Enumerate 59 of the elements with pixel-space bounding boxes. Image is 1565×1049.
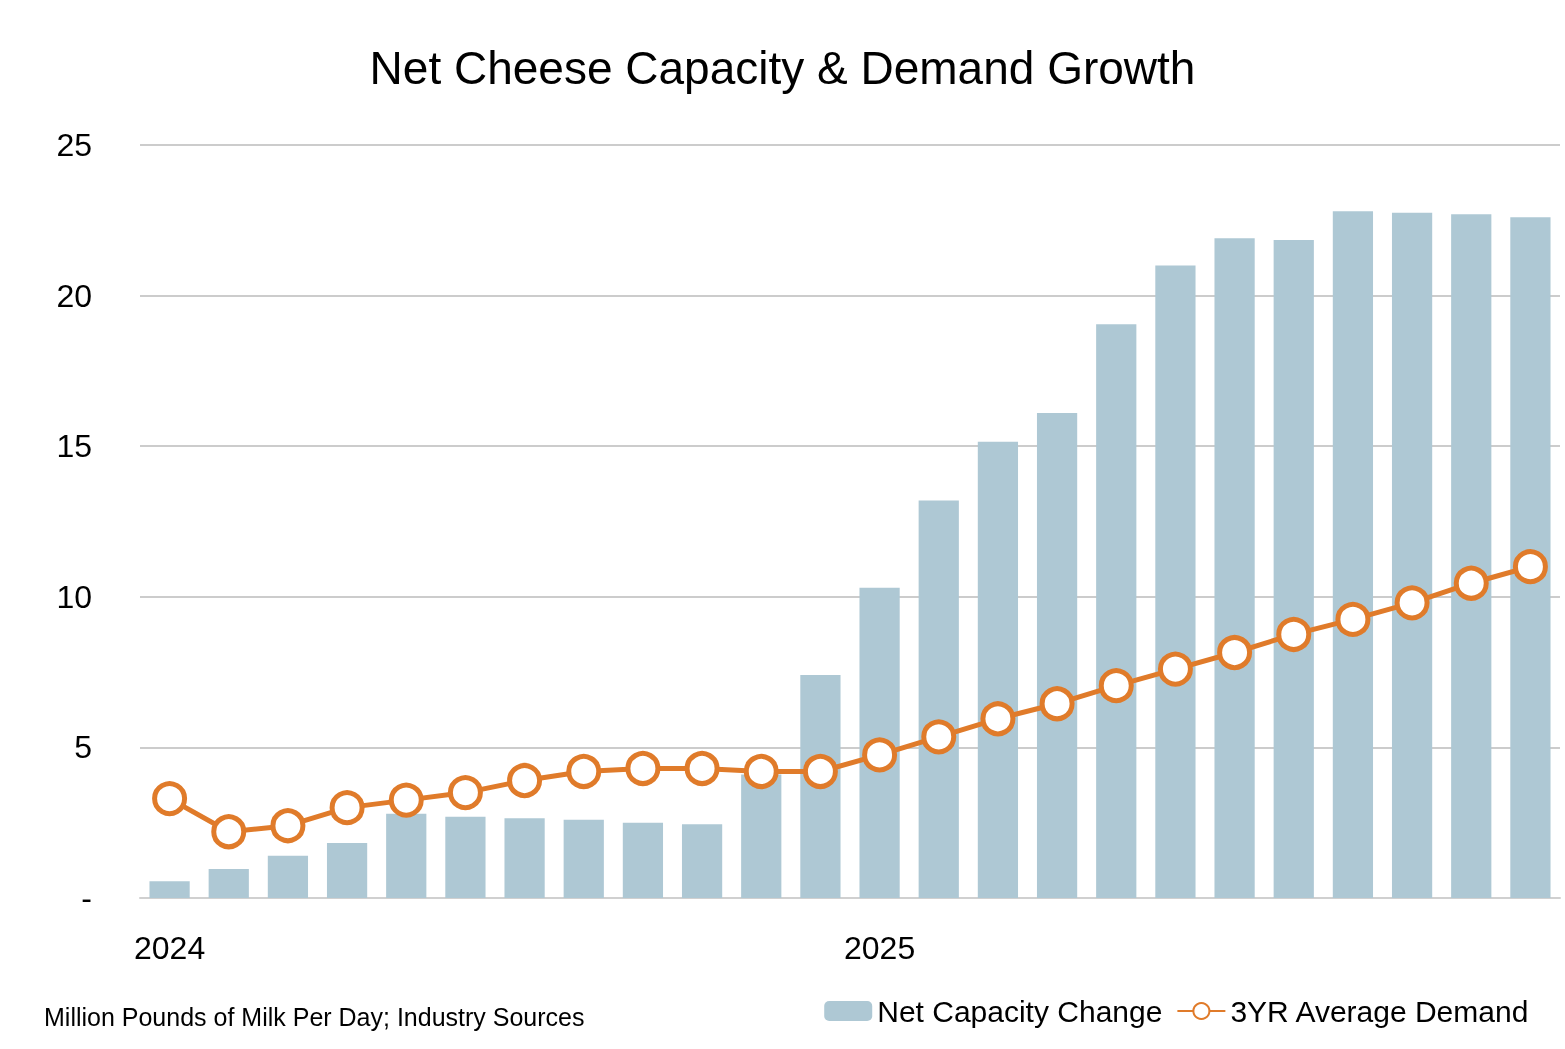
point: [211, 814, 247, 850]
point: [1217, 635, 1253, 671]
point: [684, 750, 720, 786]
bar: [208, 869, 249, 898]
point: [1394, 585, 1430, 621]
point: [921, 719, 957, 755]
x-tick-label: 2024: [133, 930, 206, 966]
bar: [563, 819, 604, 898]
bar: [1510, 217, 1551, 898]
point: [1335, 601, 1371, 637]
bar: [267, 855, 309, 898]
bar: [1096, 324, 1137, 898]
bar: [1214, 238, 1255, 898]
point: [1157, 651, 1193, 687]
point: [980, 701, 1016, 737]
legend-label: Net Capacity Change: [877, 994, 1163, 1028]
point: [743, 754, 779, 789]
point: [862, 737, 898, 773]
point: [152, 781, 188, 817]
bar: [1451, 214, 1492, 898]
point: [388, 782, 424, 818]
y-tick-label: 20: [56, 277, 92, 314]
point: [1098, 668, 1134, 704]
legend-label: 3YR Average Demand: [1230, 994, 1529, 1028]
point: [1039, 686, 1075, 722]
point: [802, 754, 838, 789]
point: [329, 790, 365, 826]
bar: [504, 818, 545, 898]
chart-title: Net Cheese Capacity & Demand Growth: [369, 42, 1196, 94]
bar: [1155, 265, 1196, 898]
point: [507, 763, 543, 799]
y-tick-label: 5: [74, 729, 92, 766]
bar: [1273, 239, 1314, 898]
bar: [622, 822, 664, 898]
text: Million Pounds of Milk Per Day; Industry Sources: [44, 1002, 585, 1031]
y-tick-label: 25: [56, 127, 92, 163]
point: [566, 754, 602, 789]
bar: [741, 774, 782, 898]
bar: [1332, 211, 1374, 898]
bar: [681, 824, 723, 898]
bar: [386, 813, 427, 898]
bar: [326, 842, 368, 898]
bar: [859, 587, 900, 898]
bar: [1036, 413, 1078, 898]
point: [270, 808, 306, 844]
bar: [1391, 212, 1433, 898]
point: [447, 775, 483, 811]
point: [1276, 616, 1312, 652]
y-tick-label: -: [81, 880, 92, 916]
y-tick-label: 10: [56, 578, 92, 615]
x-tick-label: 2025: [843, 930, 916, 966]
bar: [977, 441, 1019, 898]
point: [625, 750, 661, 786]
point: [1512, 549, 1548, 585]
bar: [918, 500, 959, 898]
bar: [149, 881, 190, 898]
point: [1453, 565, 1489, 601]
y-tick-label: 15: [56, 428, 92, 465]
bar: [445, 816, 486, 898]
